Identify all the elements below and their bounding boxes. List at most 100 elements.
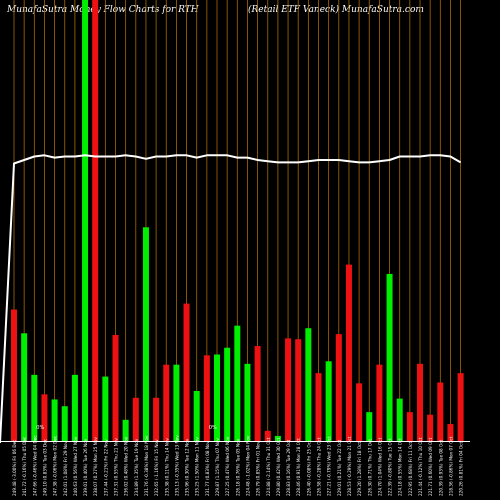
x-tick-label: 226.58 (-0.28%) Thu 24 Oct [317,437,322,496]
x-tick-label: 224.88 (-2.14%) Thu 31 Oct [266,437,271,496]
x-tick-label: 247.38 (-0.06%) Mon 02 Dec [53,435,58,496]
bar-down [92,0,99,441]
line-group [0,154,462,444]
bar-up [122,419,129,441]
bar-up [71,374,78,441]
x-tick-label: 229.87 (1.15%) Thu 07 Nov [215,438,220,496]
bar-up [214,354,220,441]
bar-up [173,364,180,441]
x-tick-labels: 249.48 (-3.00%) Fri 06 Dec 241.72 (-0.16%… [12,435,464,496]
bar-up [325,361,332,441]
bar-down [11,309,17,441]
bar-down [315,373,322,441]
x-tick-label: 218.36 (-0.86%) Mon 07 Oct [448,436,453,496]
x-tick-label: 247.66 (-0.46%) Wed 04 Dec [32,435,37,496]
x-tick-label: 228.46 (0.91%) Mon 28 Oct [296,438,301,496]
bar-down [457,373,464,441]
x-tick-label: 231.77 (0.83%) Fri 08 Nov [205,440,210,496]
x-tick-label: 226.18 (0.76%) Tue 05 Nov [235,438,240,496]
x-tick-label: 227.21 (-0.79%) Wed 23 Oct [327,436,332,496]
x-tick-label: 228.83 (0.16%) Tue 29 Oct [286,439,291,496]
bar-down [132,397,139,441]
bar-down [254,346,261,441]
x-tick-label: 226.40 (-0.08%) Fri 25 Oct [306,440,311,496]
x-tick-label: 249.48 (-3.00%) Fri 06 Dec [12,439,17,496]
bar-up [51,399,58,441]
bar-up [244,363,251,441]
x-tick-label: 221.71 (0.60%) Wed 09 Oct [428,437,433,496]
x-tick-label: 232.65 (-1.16%) Fri 15 Nov [154,439,159,496]
x-tick-label: 236.02 (0.48%) Wed 20 Nov [124,436,129,496]
x-tick-label: 220.39 (0.93%) Tue 08 Oct [438,439,443,496]
bar-up [305,328,312,441]
bar-up [234,325,241,441]
bar-up [142,227,149,441]
x-tick-label: 220.26 (0.81%) Fri 04 Oct [459,442,464,496]
x-tick-label: 235.13 (-0.35%) Wed 13 Nov [174,435,179,496]
x-tick-label: 221.44 (-0.12%) Thu 10 Oct [418,437,423,496]
bar-up [366,412,373,441]
bar-up [193,390,200,441]
x-tick-label: 235.25 (1.50%) Mon 11 Nov [195,437,200,496]
bar-down [345,264,352,441]
x-tick-label: 226.79 (0.85%) Fri 01 Nov [256,440,261,496]
bar-up [386,273,393,441]
bar-down [447,424,454,441]
bar-down [153,397,160,441]
bar-down [264,430,271,441]
bar-up [61,406,68,441]
bar-down [41,394,48,441]
chart-header-left: MunafaSutra Money Flow Charts for RTH [7,5,199,15]
bar-down [356,383,363,441]
x-tick-label: 235.96 (0.30%) Tue 12 Nov [185,438,190,496]
bar-down [203,355,210,441]
chart-header-right: (Retail ETF Vaneck) MunafaSutra.com [248,5,424,15]
bar-down [437,382,444,441]
bar-up [396,398,403,441]
x-tick-label: 224.48 (-1.02%) Mon 04 Nov [245,435,250,496]
bar-up [82,0,89,441]
bar-down [163,364,170,441]
bar-up [224,347,231,441]
x-tick-label: 241.72 (-0.16%) Thu 05 Dec [22,436,27,496]
bar-up [102,376,109,441]
money-flow-line [0,154,462,444]
x-tick-label: 235.38 (0.11%) Thu 14 Nov [164,438,169,496]
bar-down [295,339,302,441]
x-tick-label: 227.25 (0.47%) Wed 06 Nov [225,436,230,496]
x-tick-label: 240.63 (0.56%) Wed 27 Nov [73,436,78,496]
x-tick-label: 237.44 (-0.21%) Fri 22 Nov [103,439,108,496]
x-tick-label: 229.20 (1.28%) Fri 18 Oct [357,442,362,496]
bar-down [183,303,190,441]
bars-group [11,0,464,441]
bar-up [31,374,38,441]
x-tick-label: 231.76 (-0.38%) Mon 18 Nov [144,435,149,496]
x-tick-label: 237.31 (0.55%) Thu 21 Nov [114,438,119,496]
bar-down [376,364,383,441]
bar-down [335,334,342,441]
x-tick-label: 249.10 (0.83%) Tue 03 Dec [42,438,47,496]
percent-annotation: 0% [36,425,44,431]
percent-annotation: 0% [209,425,217,431]
x-tick-label: 229.01 (0.21%) Tue 22 Oct [337,439,342,496]
x-tick-label: 234.89 (1.35%) Tue 19 Nov [134,438,139,496]
bar-down [112,334,119,441]
x-tick-label: 222.95 (0.68%) Fri 11 Oct [408,442,413,496]
bar-down [285,338,292,441]
x-tick-label: 239.01 (0.40%) Tue 26 Nov [83,438,88,496]
x-tick-label: 242.01 (1.08%) Fri 29 Nov [63,440,68,496]
x-tick-label: 228.53 (-0.29%) Mon 21 Oct [347,436,352,496]
x-tick-label: 238.07 (0.27%) Mon 25 Nov [93,437,98,496]
x-tick-label: 224.18 (0.55%) Mon 14 Oct [398,438,403,496]
bar-up [274,435,281,441]
x-tick-label: 222.39 (-0.80%) Tue 15 Oct [388,438,393,496]
x-tick-label: 224.70 (1.04%) Wed 16 Oct [377,437,382,496]
bar-up [21,333,28,441]
bar-down [417,363,423,441]
bar-down [427,414,434,441]
x-tick-label: 229.80 (0.42%) Wed 30 Oct [276,437,281,496]
bar-down [406,412,413,441]
annotations-group: 0% 0% [36,425,217,431]
x-tick-label: 226.30 (0.71%) Thu 17 Oct [367,439,372,496]
